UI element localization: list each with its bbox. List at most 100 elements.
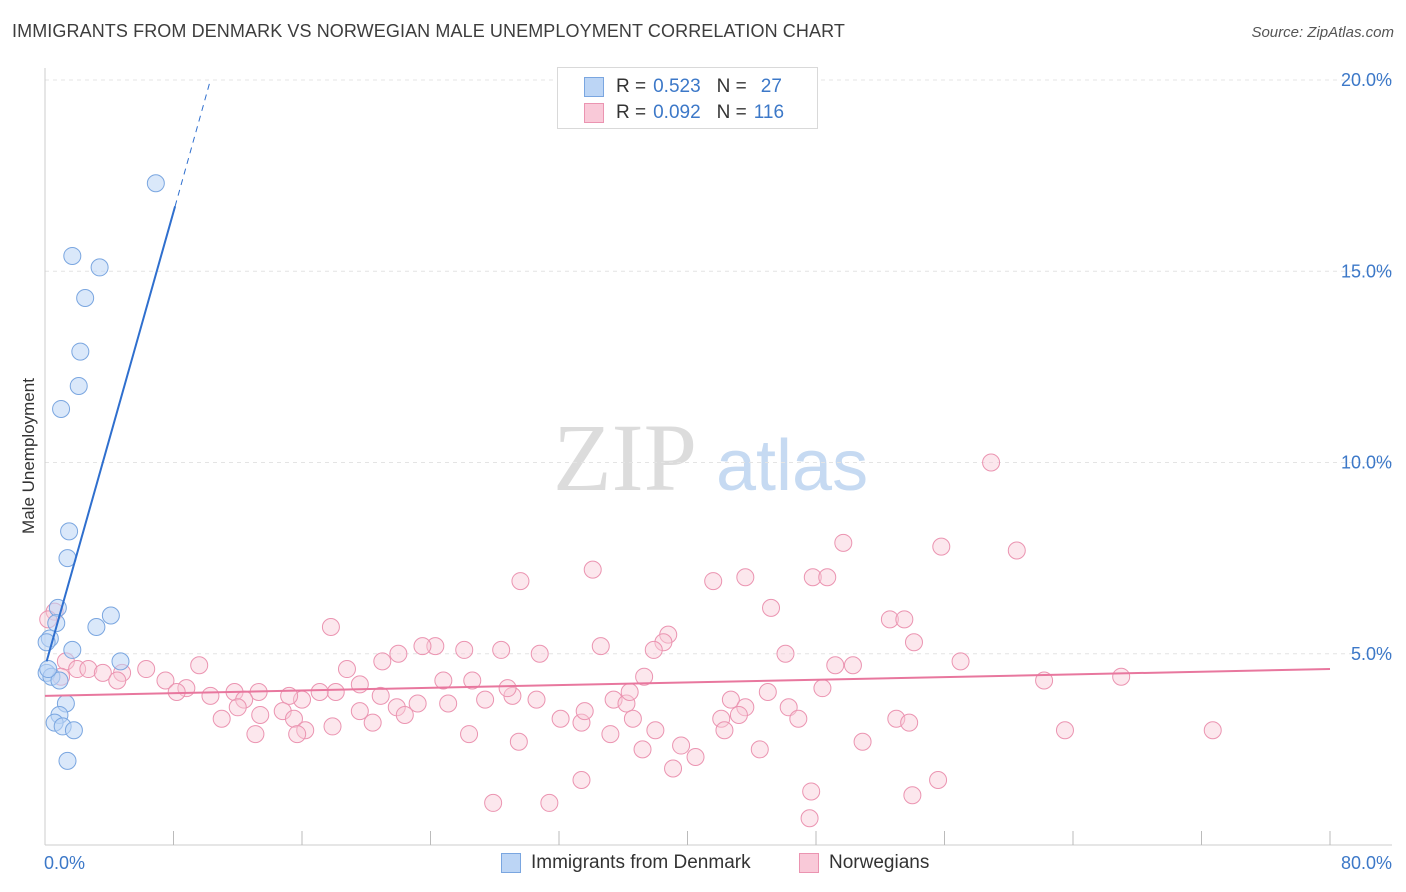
axes (44, 68, 1392, 846)
norwegians-point (527, 690, 546, 709)
correlation-legend: R = 0.523 N = 27 R = 0.092 N = 116 (557, 67, 818, 129)
legend-n-label: N = (716, 102, 747, 123)
norwegians-point (776, 644, 795, 663)
norwegians-point (108, 671, 127, 690)
norwegians-point (389, 644, 408, 663)
denmark-point (90, 258, 109, 277)
norwegians-point (426, 637, 445, 656)
norwegians-point (951, 652, 970, 671)
norwegians-point (373, 652, 392, 671)
norwegians-point (736, 698, 755, 717)
denmark-point (71, 342, 90, 361)
legend-swatch-blue (584, 77, 604, 97)
norwegians-point (758, 683, 777, 701)
norwegians-point (434, 671, 453, 690)
norwegians-point (371, 686, 390, 705)
norwegians-point (789, 709, 808, 728)
norwegians-point (455, 640, 474, 659)
norwegians-point (803, 568, 822, 587)
norwegians-point (762, 598, 781, 617)
norwegians-point (853, 732, 872, 751)
watermark: ZIP atlas (553, 404, 868, 511)
norwegians-point (900, 713, 919, 732)
norwegians-point (591, 637, 610, 656)
norwegians-point (498, 679, 517, 698)
legend-r-value: 0.092 (653, 102, 701, 123)
denmark-point (69, 377, 88, 395)
norwegians-point (79, 660, 98, 679)
norwegians-point (1112, 667, 1131, 686)
norwegians-point (982, 453, 1001, 472)
y-tick-label: 5.0% (1351, 644, 1392, 664)
denmark-point (47, 614, 66, 633)
legend-n-value: 27 (760, 76, 782, 97)
norwegians-point (511, 572, 530, 591)
norwegians-point (137, 660, 156, 679)
norwegians-point (509, 732, 528, 751)
norwegians-point (212, 709, 231, 728)
norwegians-point (646, 721, 665, 740)
norwegians-point (704, 572, 723, 591)
norwegians-point (156, 671, 175, 690)
denmark-point (50, 671, 69, 690)
legend-n-label: N = (716, 76, 747, 97)
norwegians-point (620, 683, 639, 701)
norwegians-point (834, 533, 853, 552)
denmark-point (60, 522, 79, 541)
norwegians-point (201, 686, 220, 705)
norwegians-point (321, 617, 340, 636)
denmark-point (101, 606, 120, 625)
norwegians-point (190, 656, 209, 675)
norwegians-point (460, 725, 479, 744)
norwegians-point (1007, 541, 1026, 560)
y-tick-label: 10.0% (1341, 453, 1392, 473)
norwegians-point (93, 663, 112, 682)
denmark-point (87, 617, 106, 636)
norwegians-point (712, 709, 731, 728)
norwegians-point (800, 809, 819, 828)
norwegians-point (323, 717, 342, 736)
norwegians-point (395, 705, 414, 724)
denmark-trendline-extension (174, 79, 211, 207)
norwegians-point (664, 759, 683, 778)
denmark-point (63, 640, 82, 659)
denmark-point (76, 289, 95, 308)
norwegians-point (929, 770, 948, 789)
source-credit: Source: ZipAtlas.com (1251, 24, 1394, 41)
legend-swatch-pink (584, 103, 604, 123)
norwegians-point (904, 633, 923, 652)
norwegians-point (228, 698, 247, 717)
denmark-point (63, 246, 82, 265)
norwegians-point (484, 793, 503, 812)
norwegians-point (540, 793, 559, 812)
norwegians-point (350, 702, 369, 721)
bottom-legend-label: Norwegians (829, 852, 930, 873)
norwegians-point (779, 698, 798, 717)
legend-r-value: 0.523 (653, 76, 701, 97)
legend-r-label: R = (616, 102, 647, 123)
denmark-point (64, 721, 83, 740)
norwegians-point (672, 736, 691, 755)
norwegians-trendline (44, 668, 1331, 697)
norwegians-point (572, 770, 591, 789)
y-tick-label: 20.0% (1341, 70, 1392, 90)
bottom-legend-denmark: Immigrants from Denmark (501, 852, 751, 874)
norwegians-point (635, 667, 654, 686)
norwegians-point (818, 568, 837, 587)
y-tick-labels: 5.0% 10.0% 15.0% 20.0% (1341, 70, 1392, 664)
watermark-atlas: atlas (716, 426, 868, 506)
norwegians-point (284, 709, 303, 728)
norwegians-point (575, 702, 594, 721)
legend-row-denmark: R = 0.523 N = 27 (584, 75, 782, 99)
denmark-point (52, 399, 71, 418)
norwegians-point (583, 560, 602, 579)
norwegians-point (715, 721, 734, 740)
norwegians-point (729, 705, 748, 724)
norwegians-point (551, 709, 570, 728)
norwegians-point (251, 705, 270, 724)
grid (45, 79, 1392, 655)
norwegians-point (1035, 671, 1054, 690)
norwegians-point (802, 782, 821, 801)
norwegians-point (363, 713, 382, 732)
norwegians-point (326, 683, 345, 701)
